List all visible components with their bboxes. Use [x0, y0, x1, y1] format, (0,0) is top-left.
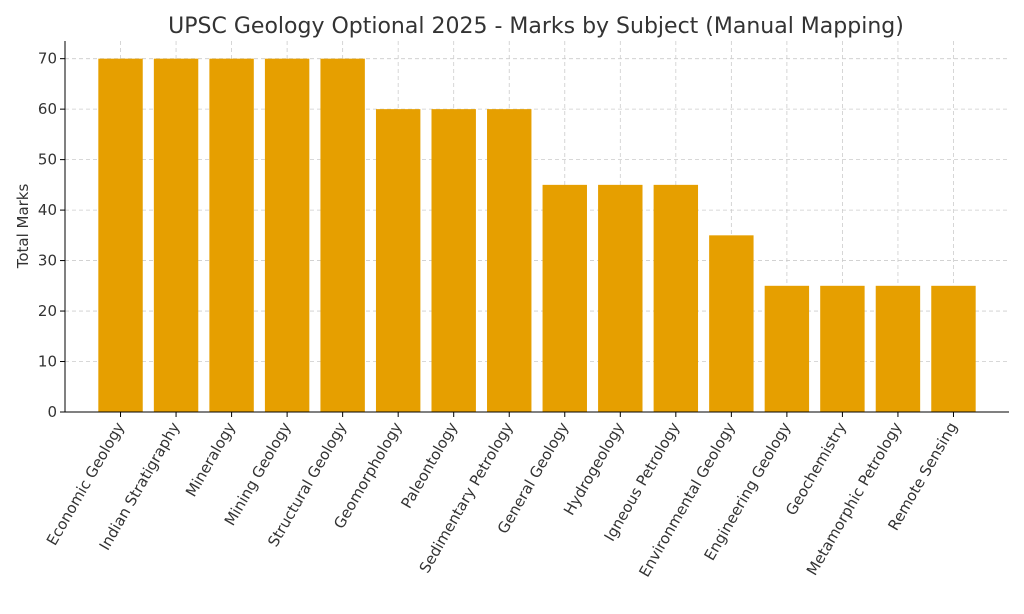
x-tick-label: Geochemistry	[782, 419, 850, 519]
bar	[153, 58, 199, 413]
bar	[487, 109, 532, 413]
bar	[709, 235, 754, 412]
x-tick-label: Paleontology	[397, 419, 461, 512]
y-tick-label: 40	[38, 201, 57, 219]
y-tick-label: 10	[38, 353, 57, 371]
y-tick-label: 30	[38, 252, 57, 270]
bar	[209, 58, 254, 413]
bar	[98, 58, 143, 413]
x-tick-label: Mineralogy	[182, 419, 239, 500]
bar	[320, 58, 365, 413]
y-tick-label: 50	[38, 151, 57, 169]
bar	[764, 285, 810, 412]
y-tick-label: 20	[38, 302, 57, 320]
bar	[931, 285, 976, 412]
bar	[820, 285, 865, 412]
x-tick-label: Environmental Geology	[635, 419, 738, 580]
bar	[875, 285, 921, 412]
bar	[431, 109, 476, 413]
x-tick-label: Hydrogeology	[560, 419, 628, 518]
bar	[375, 109, 421, 413]
chart-title: UPSC Geology Optional 2025 - Marks by Su…	[168, 14, 904, 39]
bar	[264, 58, 310, 413]
bar	[598, 184, 643, 412]
y-tick-label: 70	[38, 50, 57, 68]
y-axis-label: Total Marks	[14, 184, 32, 270]
y-tick-label: 60	[38, 100, 57, 118]
y-tick-label: 0	[47, 403, 57, 421]
x-tick-label: Metamorphic Petrology	[803, 419, 906, 579]
bar	[653, 184, 699, 412]
x-tick-label: Sedimentary Petrology	[416, 419, 517, 576]
bar	[542, 184, 587, 412]
bars	[98, 58, 976, 413]
grid-lines	[65, 41, 1009, 412]
